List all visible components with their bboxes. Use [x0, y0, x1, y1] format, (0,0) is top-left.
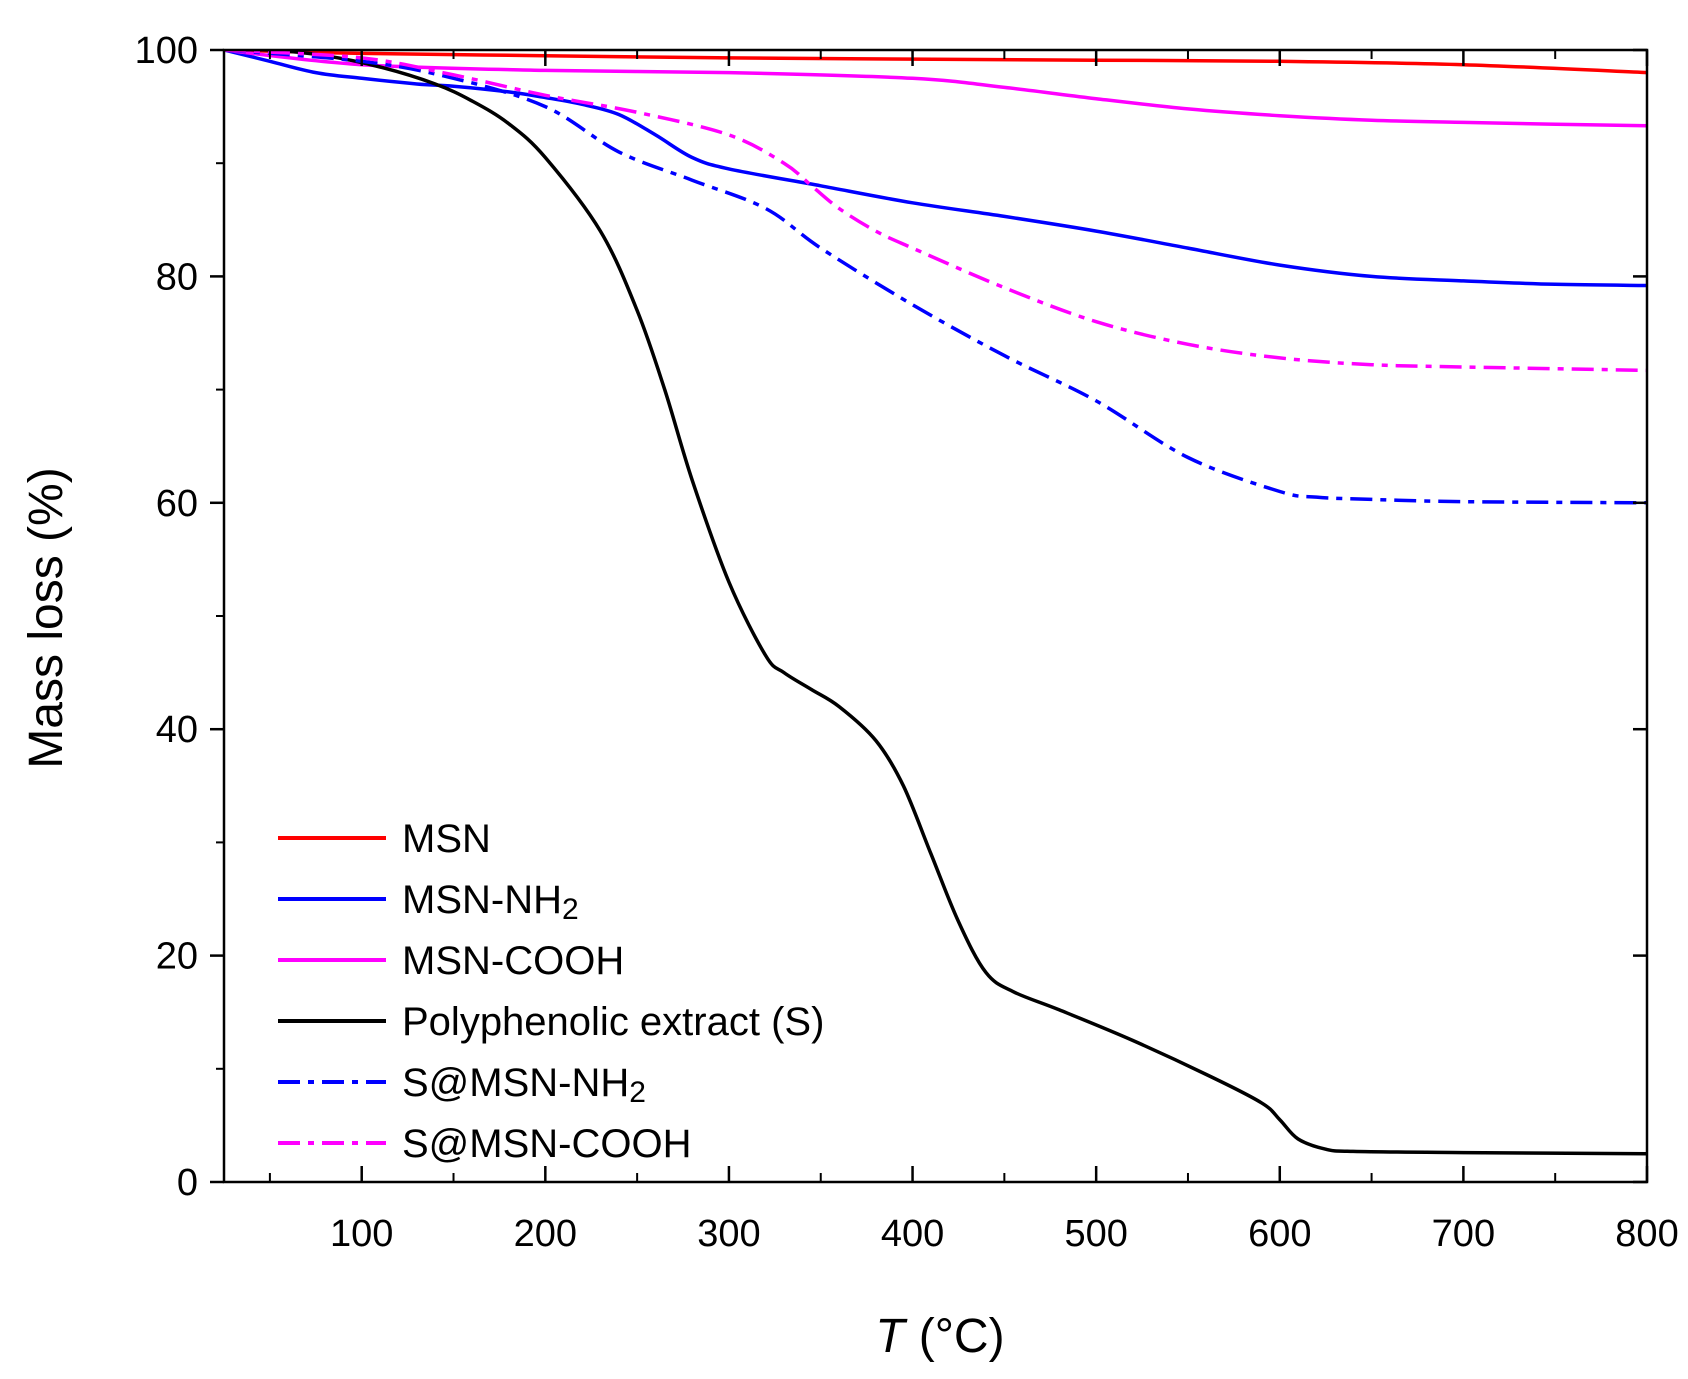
legend-label-s-msn-nh2: S@MSN-NH2	[402, 1061, 646, 1109]
y-tick-label: 60	[156, 483, 198, 525]
x-tick-label: 100	[330, 1213, 393, 1255]
series-group	[224, 50, 1647, 1156]
legend-label-msn-nh2: MSN-NH2	[402, 878, 579, 926]
x-tick-label: 200	[514, 1213, 577, 1255]
x-tick-label: 800	[1615, 1213, 1678, 1255]
series-line-msn-nh2	[224, 50, 1647, 288]
legend-label-msn: MSN	[402, 817, 491, 861]
series-line-polyphenolic-extract-s	[224, 50, 1647, 1156]
axes-group: 100 200 300 400 500 600 700 800 0 20 40 60 80 100	[135, 30, 1679, 1255]
legend: MSN MSN-NH2 MSN-COOH Polyphenolic extract (…	[278, 817, 824, 1166]
series-line-s-msn-nh2	[224, 50, 1647, 505]
y-tick-label: 20	[156, 936, 198, 978]
x-axis-title: T (°C)	[875, 1310, 1004, 1363]
y-tick-label: 80	[156, 256, 198, 298]
x-tick-label: 600	[1248, 1213, 1311, 1255]
x-tick-label: 300	[697, 1213, 760, 1255]
legend-label-s-msn-cooh: S@MSN-COOH	[402, 1122, 692, 1166]
legend-label-msn-cooh: MSN-COOH	[402, 939, 624, 983]
x-axis-unit: (°C)	[919, 1310, 1005, 1363]
x-tick-label: 700	[1432, 1213, 1495, 1255]
x-axis-symbol: T	[875, 1310, 908, 1363]
x-tick-label: 500	[1064, 1213, 1127, 1255]
series-line-msn-cooh	[224, 50, 1647, 128]
x-tick-label: 400	[881, 1213, 944, 1255]
y-tick-label: 40	[156, 709, 198, 751]
y-tick-label: 100	[135, 30, 198, 72]
y-axis-title: Mass loss (%)	[20, 467, 73, 768]
y-tick-label: 0	[177, 1162, 198, 1204]
legend-label-polyphenolic-extract-s: Polyphenolic extract (S)	[402, 1000, 824, 1044]
